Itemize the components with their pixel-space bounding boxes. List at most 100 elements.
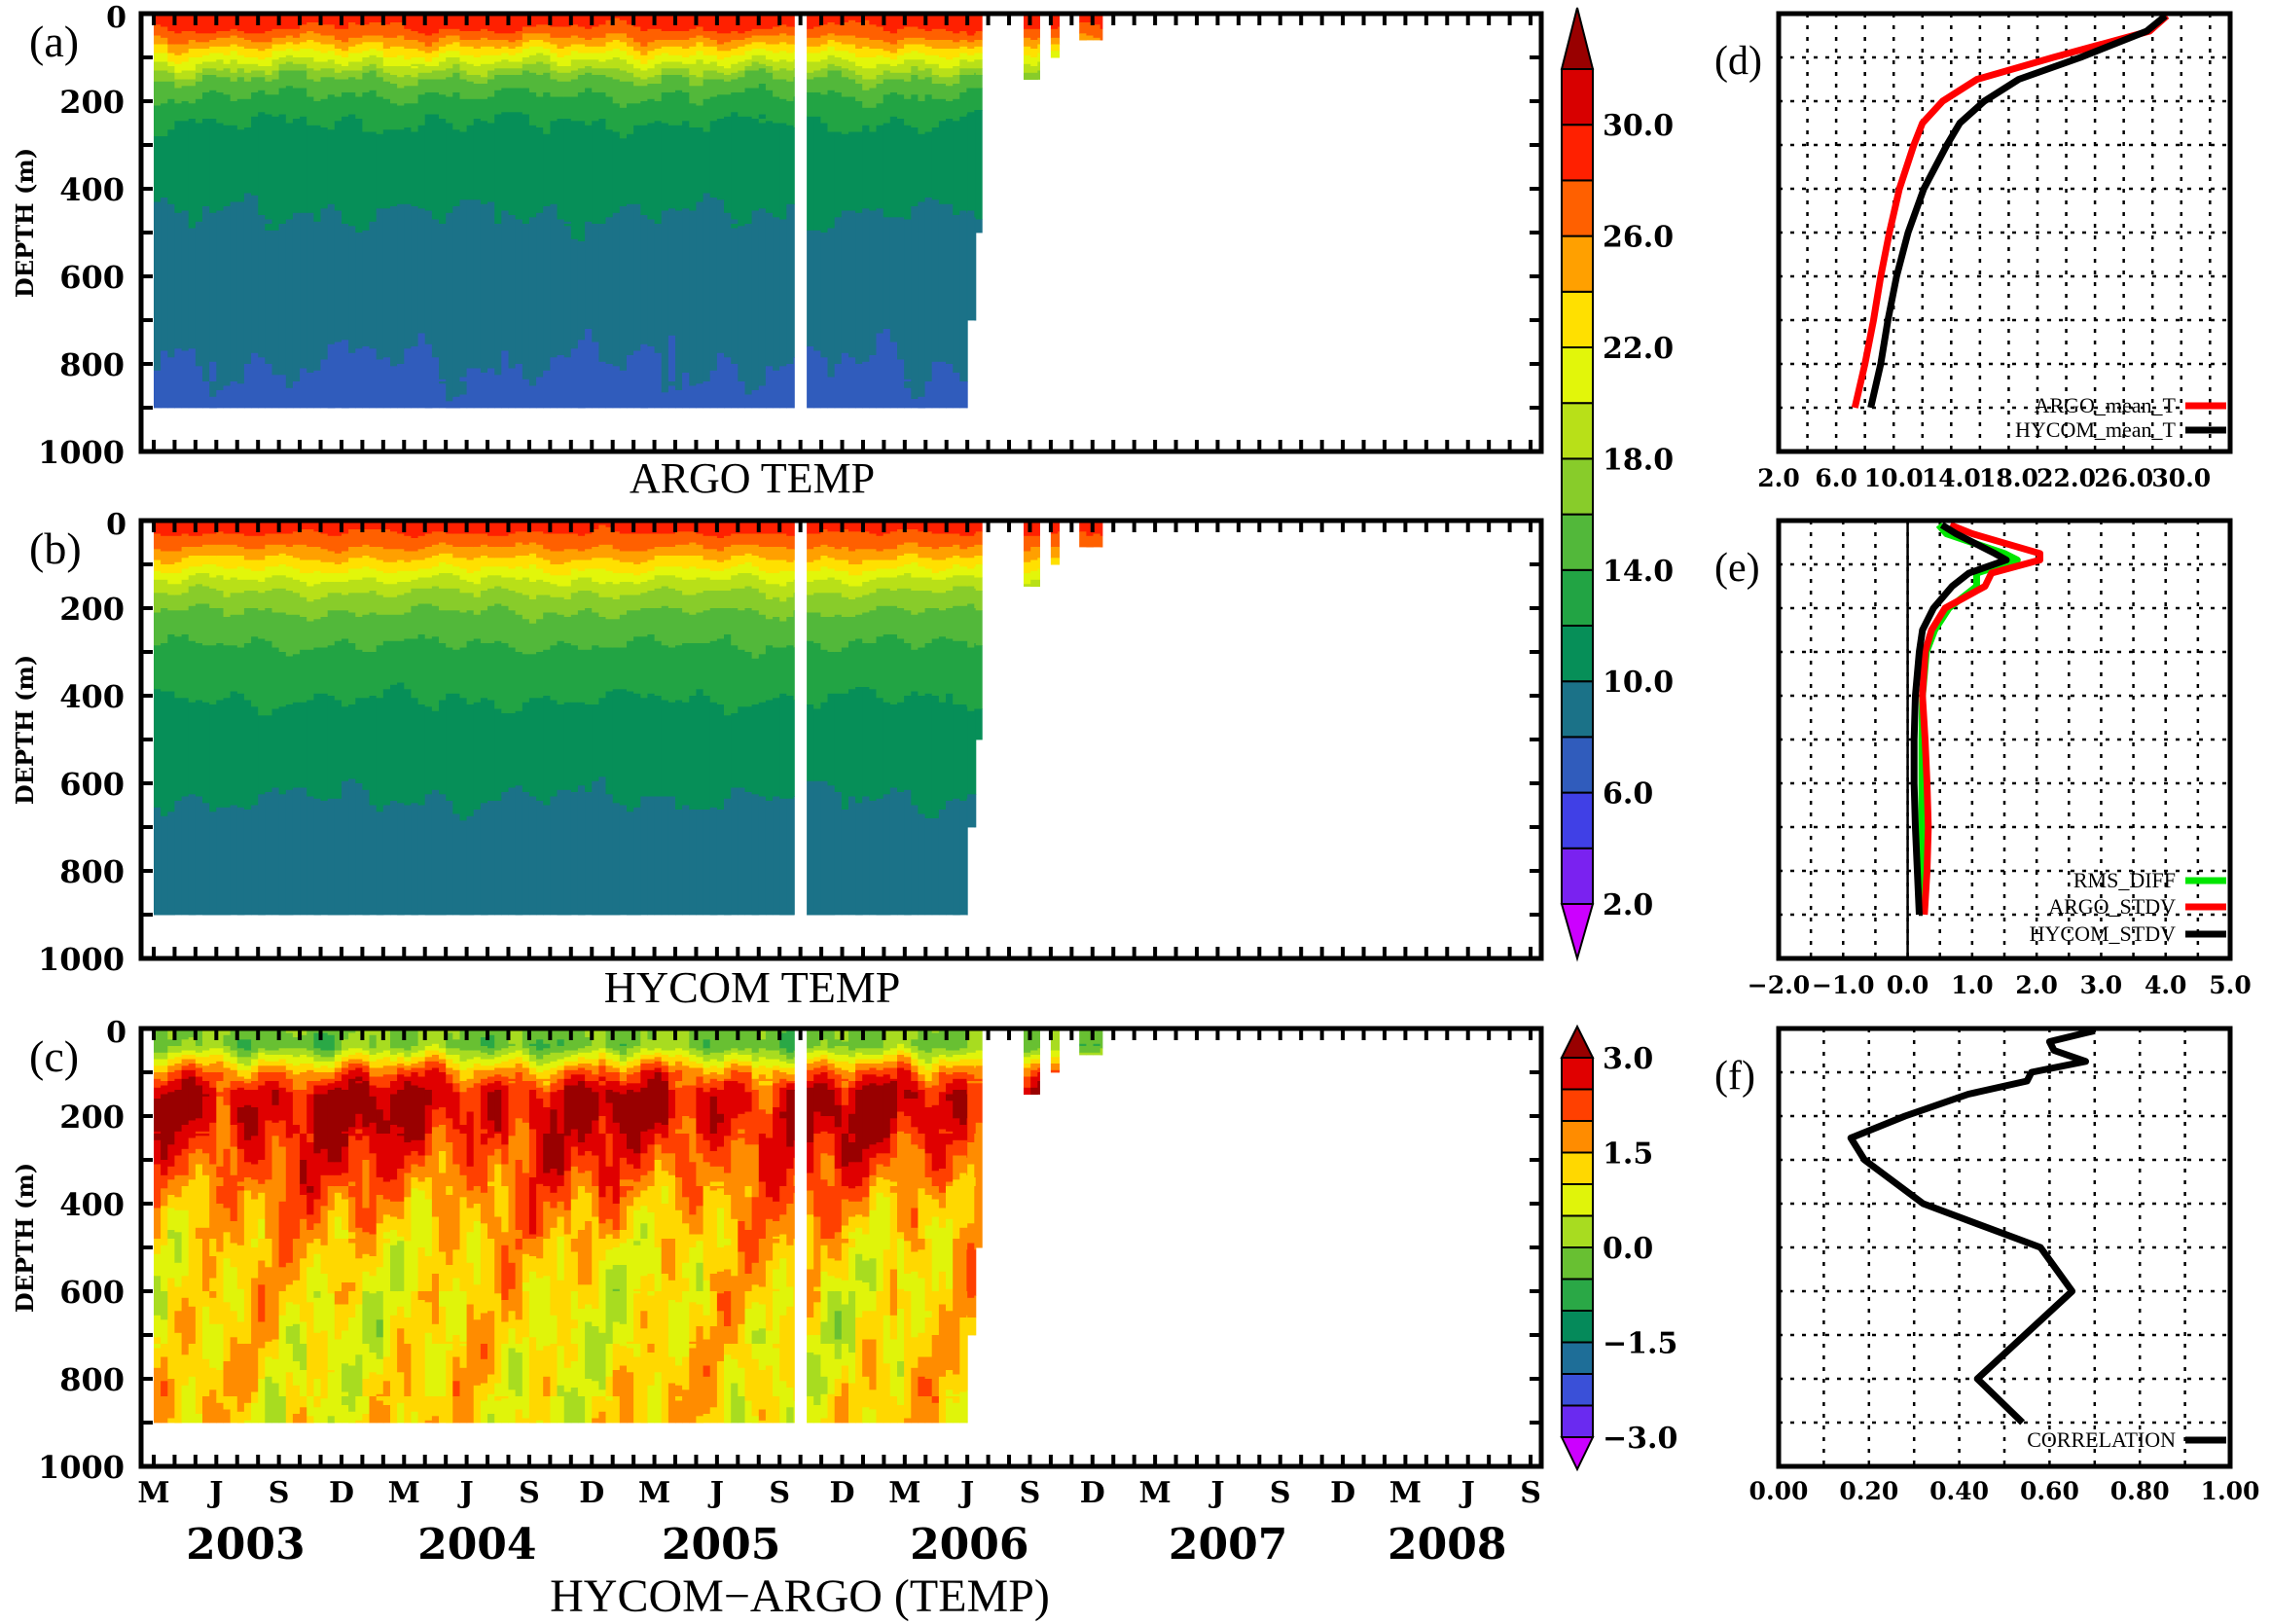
contour-cell (397, 1064, 405, 1068)
contour-cell (793, 1067, 795, 1075)
contour-cell (334, 210, 342, 343)
contour-cell (834, 24, 843, 36)
contour-cell (397, 1057, 405, 1065)
contour-cell (195, 42, 203, 50)
contour-cell (647, 123, 656, 220)
contour-cell (161, 1081, 168, 1086)
contour-cell (959, 549, 967, 559)
contour-cell (716, 608, 725, 639)
contour-cell (813, 593, 821, 613)
contour-cell (820, 44, 829, 52)
contour-cell (654, 101, 663, 122)
contour-cell (862, 1260, 870, 1283)
contour-cell (536, 568, 544, 581)
contour-cell (598, 68, 607, 76)
contour-cell (1037, 568, 1040, 581)
contour-cell (841, 1078, 849, 1082)
contour-cell (487, 1076, 495, 1084)
contour-cell (633, 1293, 641, 1345)
contour-cell (1093, 24, 1101, 39)
contour-cell (592, 1059, 599, 1066)
contour-cell (807, 1081, 814, 1089)
contour-cell (278, 37, 287, 45)
contour-cell (598, 1134, 607, 1198)
contour-cell (397, 682, 405, 804)
contour-cell (619, 59, 628, 71)
contour-cell (209, 1087, 217, 1124)
contour-cell (959, 1059, 967, 1066)
contour-cell (924, 1225, 933, 1240)
contour-cell (209, 544, 217, 557)
contour-cell (515, 531, 523, 543)
contour-cell (974, 533, 977, 546)
contour-cell (508, 1389, 517, 1424)
contour-cell (265, 57, 272, 67)
contour-cell (522, 556, 530, 569)
contour-cell (570, 44, 579, 52)
contour-cell (738, 564, 745, 574)
contour-cell (883, 1363, 891, 1424)
contour-cell (855, 1317, 863, 1424)
contour-cell (543, 370, 551, 409)
contour-cell (327, 35, 336, 45)
contour-cell (271, 59, 280, 71)
contour-cell (703, 1315, 711, 1340)
contour-cell (487, 575, 495, 590)
contour-cell (376, 1195, 384, 1224)
contour-cell (411, 103, 419, 132)
contour-cell (480, 1344, 488, 1360)
contour-cell (577, 1074, 586, 1082)
contour-cell (911, 1052, 919, 1060)
contour-cell (834, 35, 843, 43)
contour-cell (938, 1072, 947, 1093)
contour-cell (278, 1055, 287, 1060)
contour-cell (689, 1341, 697, 1345)
contour-cell (195, 535, 203, 548)
contour-cell (675, 1134, 683, 1178)
contour-cell (397, 105, 405, 130)
contour-cell (300, 1029, 307, 1036)
contour-cell (661, 1065, 669, 1073)
contour-cell (404, 551, 412, 563)
contour-cell (439, 521, 447, 532)
contour-cell (640, 698, 648, 797)
contour-cell (813, 1354, 821, 1406)
contour-cell (494, 1090, 502, 1133)
contour-cell (494, 1148, 502, 1165)
contour-cell (855, 596, 863, 616)
contour-cell (390, 584, 398, 598)
contour-cell (271, 1383, 280, 1424)
contour-cell (515, 1396, 523, 1410)
contour-cell (570, 1085, 579, 1130)
contour-cell (167, 1278, 175, 1380)
contour-cell (813, 1286, 821, 1292)
contour-cell (161, 1319, 168, 1345)
contour-cell (841, 521, 849, 530)
contour-cell (417, 577, 426, 590)
contour-cell (744, 37, 753, 45)
contour-cell (161, 81, 168, 104)
contour-cell (404, 66, 412, 76)
contour-cell (946, 40, 954, 50)
contour-cell (452, 566, 460, 576)
contour-cell (230, 1125, 238, 1147)
contour-cell (716, 591, 725, 609)
contour-cell (306, 125, 314, 214)
contour-cell (404, 1065, 412, 1071)
contour-cell (647, 1078, 656, 1130)
contour-cell (1037, 1029, 1040, 1049)
contour-cell (633, 1344, 641, 1357)
contour-cell (459, 46, 468, 56)
contour-cell (967, 1297, 975, 1318)
contour-cell (355, 14, 363, 25)
contour-cell (230, 1050, 238, 1058)
contour-cell (543, 1173, 551, 1187)
contour-cell (376, 595, 384, 616)
contour-cell (633, 1083, 641, 1093)
contour-cell (689, 1247, 697, 1303)
contour-cell (285, 704, 294, 791)
contour-cell (369, 1067, 378, 1077)
contour-cell (924, 31, 933, 41)
contour-cell (938, 98, 947, 122)
contour-cell (466, 54, 475, 65)
